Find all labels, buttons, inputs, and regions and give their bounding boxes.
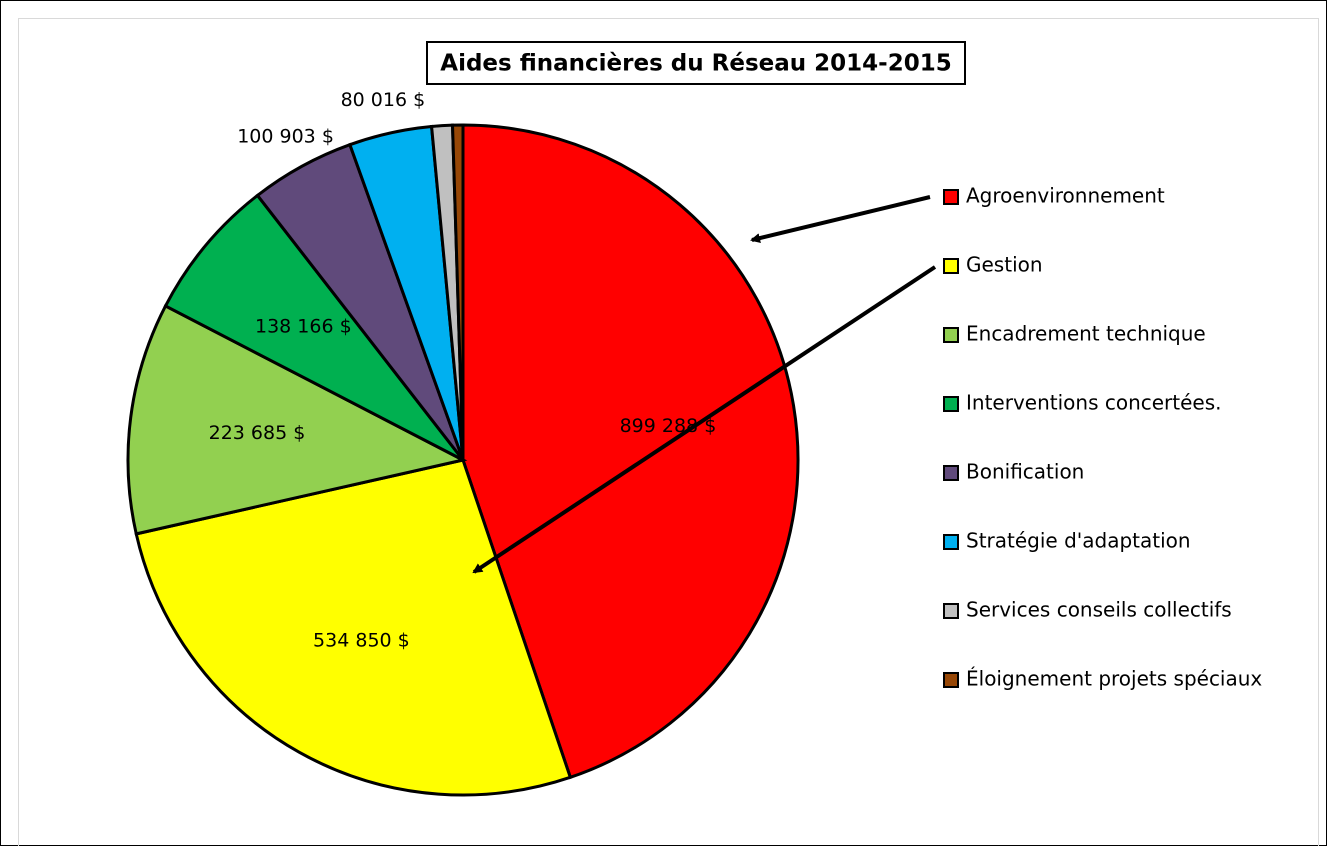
legend-swatch <box>943 672 959 688</box>
legend-label: Agroenvironnement <box>966 184 1165 208</box>
legend-label: Encadrement technique <box>966 322 1206 346</box>
data-label: 80 016 $ <box>341 89 426 111</box>
data-label: 100 903 $ <box>237 126 334 148</box>
legend-swatch <box>943 189 959 205</box>
legend-swatch <box>943 603 959 619</box>
data-label: 899 288 $ <box>620 415 717 437</box>
title-box <box>426 41 966 85</box>
legend-swatch <box>943 396 959 412</box>
data-label: 534 850 $ <box>313 630 410 652</box>
pie-slice <box>126 303 468 536</box>
legend-label: Éloignement projets spéciaux <box>966 667 1262 691</box>
legend-swatch <box>943 258 959 274</box>
chart-title: Aides financières du Réseau 2014-2015 <box>440 51 951 77</box>
legend-swatch <box>943 327 959 343</box>
pie-slice <box>134 458 573 797</box>
plot-area <box>18 18 1319 846</box>
arrow <box>750 195 931 243</box>
legend-label: Gestion <box>966 253 1043 277</box>
legend-label: Stratégie d'adaptation <box>966 529 1191 553</box>
pie-slice <box>163 193 465 462</box>
data-label: 138 166 $ <box>255 316 352 338</box>
pie <box>126 123 800 797</box>
pie-slice <box>450 123 465 461</box>
legend-label: Bonification <box>966 460 1084 484</box>
data-label: 223 685 $ <box>209 422 306 444</box>
legend-label: Services conseils collectifs <box>966 598 1232 622</box>
pie-slice <box>461 123 800 780</box>
legend-swatch <box>943 534 959 550</box>
legend-label: Interventions concertées. <box>966 391 1222 415</box>
legend-swatch <box>943 465 959 481</box>
arrow <box>472 265 937 574</box>
